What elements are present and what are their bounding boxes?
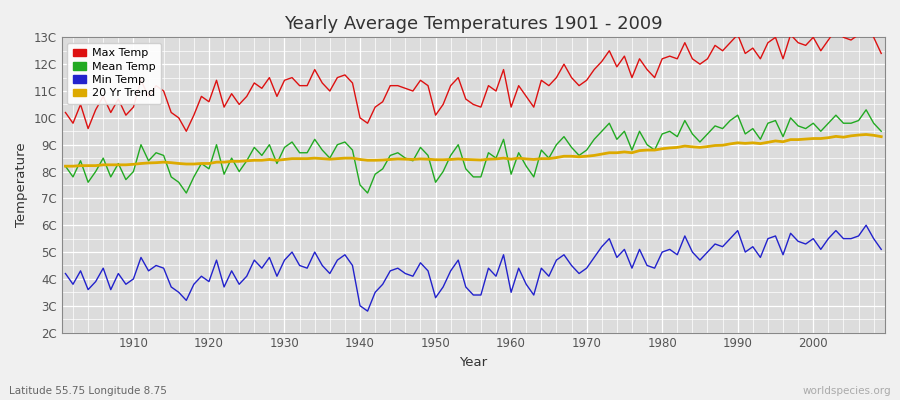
X-axis label: Year: Year <box>459 356 488 369</box>
Text: worldspecies.org: worldspecies.org <box>803 386 891 396</box>
Text: Latitude 55.75 Longitude 8.75: Latitude 55.75 Longitude 8.75 <box>9 386 166 396</box>
Title: Yearly Average Temperatures 1901 - 2009: Yearly Average Temperatures 1901 - 2009 <box>284 15 662 33</box>
Legend: Max Temp, Mean Temp, Min Temp, 20 Yr Trend: Max Temp, Mean Temp, Min Temp, 20 Yr Tre… <box>68 43 161 104</box>
Y-axis label: Temperature: Temperature <box>15 143 28 227</box>
